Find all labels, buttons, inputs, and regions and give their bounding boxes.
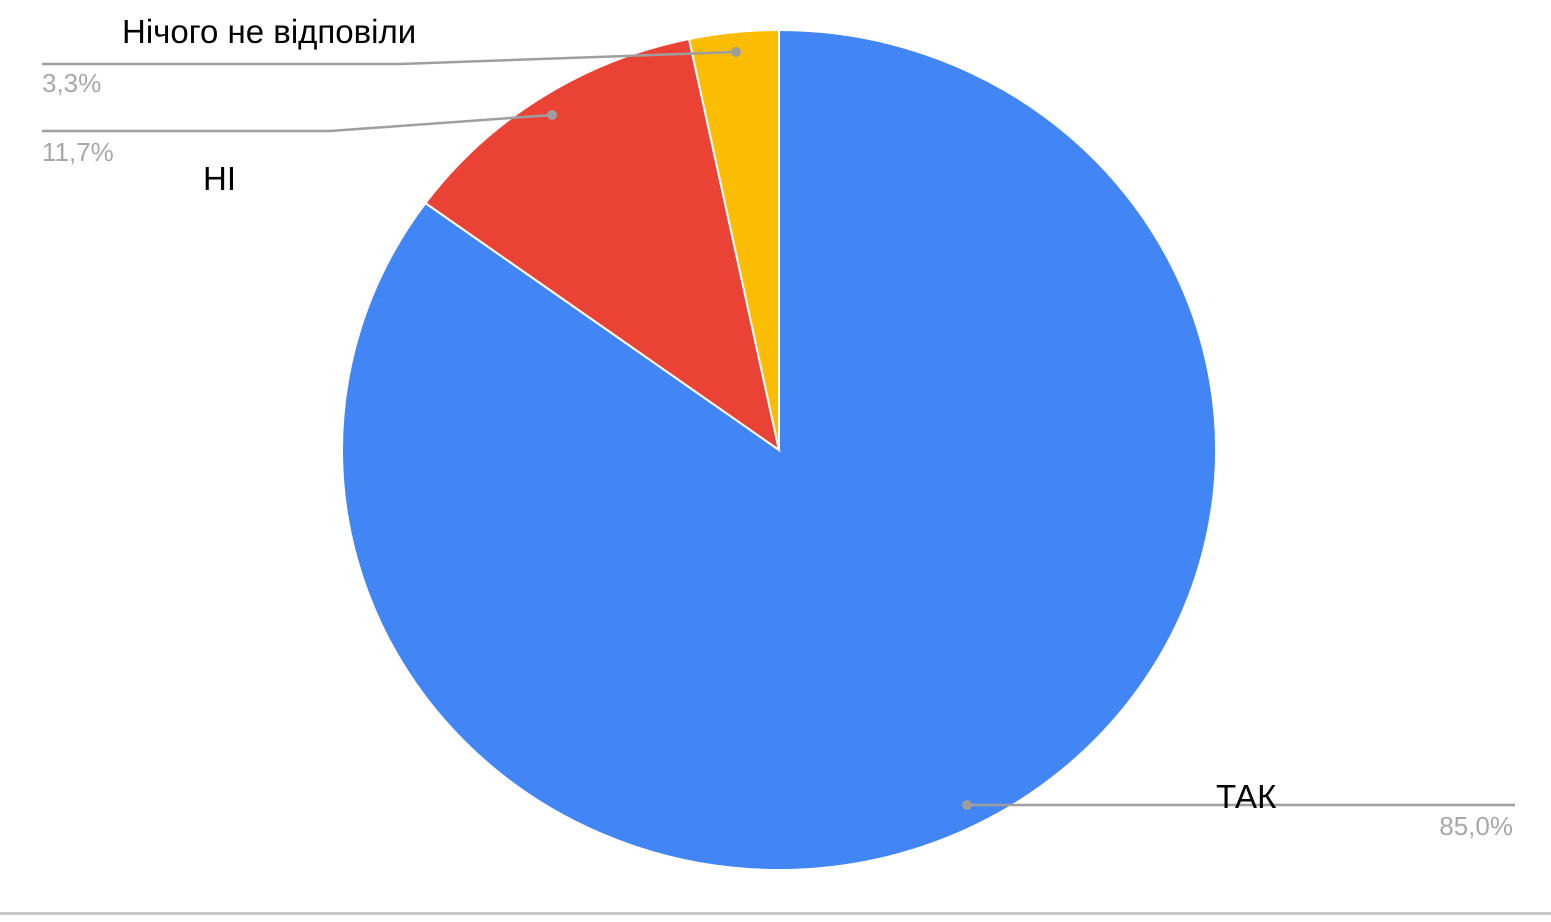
percent-label-no-answer: 3,3% [42,68,101,98]
pie-slice-no-answer [687,28,780,451]
slice-label-group-no-answer: Нічого не відповіли 3,3% [42,13,741,98]
category-label-no-answer: Нічого не відповіли [122,13,416,50]
pie-slice-ni [424,37,781,453]
pie-slices [341,28,1217,871]
slice-label-group-ni: 11,7% НІ [42,110,557,197]
bottom-divider [0,912,1551,915]
leader-line-ni [42,113,553,133]
percent-label-tak: 85,0% [1439,811,1513,841]
slice-label-group-tak: ТАК 85,0% [962,778,1515,841]
leader-line-no-answer [42,50,737,66]
leader-dot-no-answer [731,47,741,57]
category-label-tak: ТАК [1216,778,1277,815]
leader-dot-ni [547,110,557,120]
category-label-ni: НІ [203,160,236,197]
percent-label-ni: 11,7% [42,137,114,167]
leader-dot-tak [962,800,972,810]
